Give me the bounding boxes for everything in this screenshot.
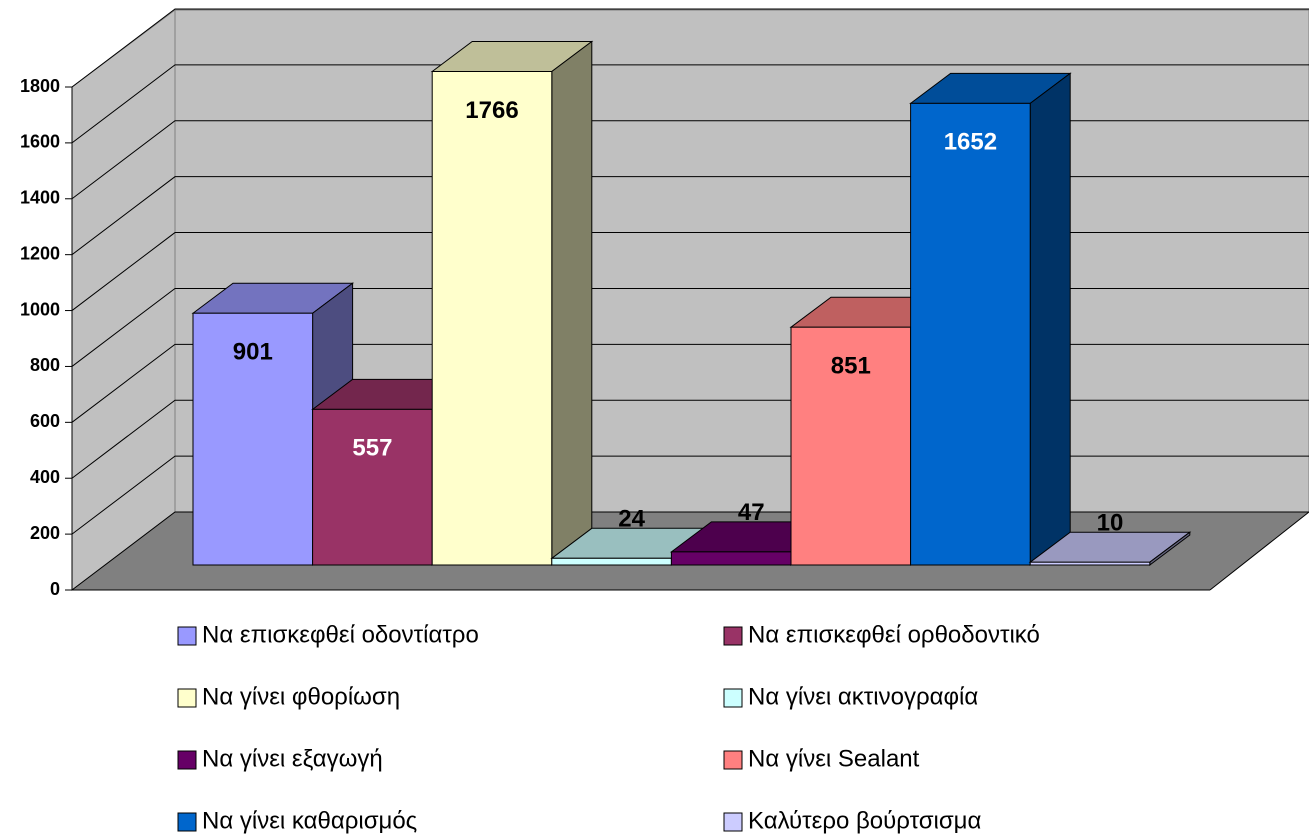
legend-label: Καλύτερο βούρτσισμα — [748, 807, 982, 834]
y-tick-label: 1200 — [20, 243, 60, 263]
bar — [431, 71, 553, 566]
legend-swatch — [177, 626, 197, 646]
legend-label: Να γίνει ακτινογραφία — [748, 683, 978, 710]
bar — [551, 557, 672, 566]
y-tick-label: 1800 — [20, 76, 60, 96]
bar — [670, 551, 792, 566]
y-tick-label: 1600 — [20, 132, 60, 152]
legend-label: Να γίνει Sealant — [748, 745, 920, 772]
data-label: 47 — [738, 499, 765, 526]
legend-swatch — [177, 750, 197, 770]
data-label: 1766 — [465, 97, 518, 124]
legend-label: Να γίνει καθαρισμός — [202, 807, 417, 834]
data-label: 557 — [352, 435, 392, 462]
y-tick-label: 800 — [30, 355, 60, 375]
bar — [192, 312, 314, 566]
bar — [312, 408, 433, 566]
grid-line — [71, 64, 1309, 144]
bar — [910, 102, 1031, 566]
data-label: 1652 — [944, 129, 997, 156]
legend-label: Να επισκεφθεί οδοντίατρο — [202, 621, 479, 648]
legend-swatch — [723, 750, 743, 770]
grid-line — [71, 8, 1309, 88]
data-label: 851 — [831, 353, 871, 380]
bar — [790, 326, 912, 566]
y-tick-label: 1000 — [20, 299, 60, 319]
data-label: 901 — [233, 339, 273, 366]
y-tick-label: 200 — [30, 523, 60, 543]
data-label: 24 — [618, 506, 645, 533]
y-tick-label: 0 — [50, 579, 60, 599]
legend-swatch — [177, 688, 197, 708]
legend-swatch — [723, 688, 743, 708]
legend-label: Να επισκεφθεί ορθοδοντικό — [748, 621, 1040, 648]
legend-swatch — [723, 626, 743, 646]
legend-label: Να γίνει εξαγωγή — [202, 745, 383, 772]
y-tick-label: 1400 — [20, 188, 60, 208]
legend-swatch — [723, 812, 743, 832]
data-label: 10 — [1097, 510, 1124, 537]
bar-side — [551, 40, 593, 566]
y-tick-label: 400 — [30, 467, 60, 487]
bar-side — [1029, 72, 1071, 566]
legend-label: Να γίνει φθορίωση — [202, 683, 400, 710]
floor-edge — [1209, 511, 1309, 591]
bar — [1029, 561, 1151, 566]
legend-swatch — [177, 812, 197, 832]
y-tick-label: 600 — [30, 411, 60, 431]
